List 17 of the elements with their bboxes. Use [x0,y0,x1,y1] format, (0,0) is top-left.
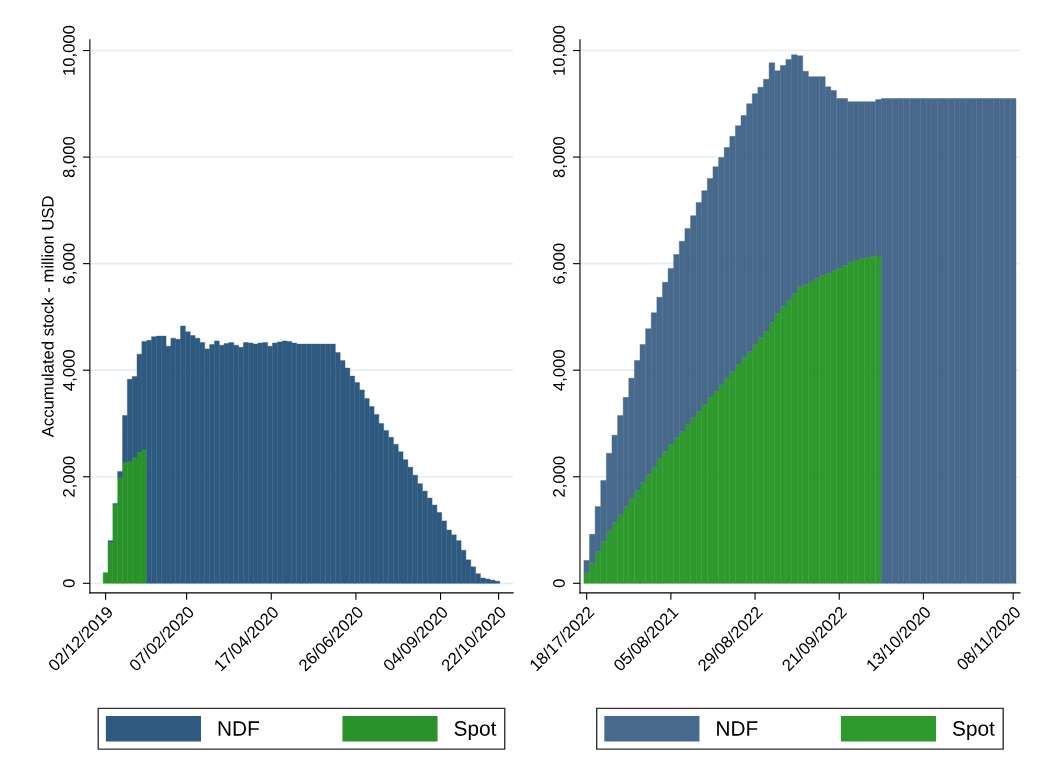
y-tick-label: 2,000 [553,456,567,497]
y-axis-title: Accumulated stock - million USD [41,196,54,438]
y-tick-label: 10,000 [553,25,567,75]
y-tick-label: 2,000 [62,456,77,497]
y-tick-label: 4,000 [62,349,77,391]
y-tick-label: 0 [553,579,565,588]
y-tick-label: 8,000 [62,136,77,178]
y-tick-label: 6,000 [553,243,567,284]
legend-label: NDF [218,721,259,736]
y-tick-label: 6,000 [62,243,77,284]
legend-label: Spot [454,721,497,740]
y-tick-label: 8,000 [553,136,567,178]
legend-label: Spot [952,721,995,740]
y-tick-label: 0 [62,579,75,588]
y-tick-label: 10,000 [62,25,77,75]
legend-label: NDF [717,721,758,736]
y-tick-label: 4,000 [553,349,567,391]
